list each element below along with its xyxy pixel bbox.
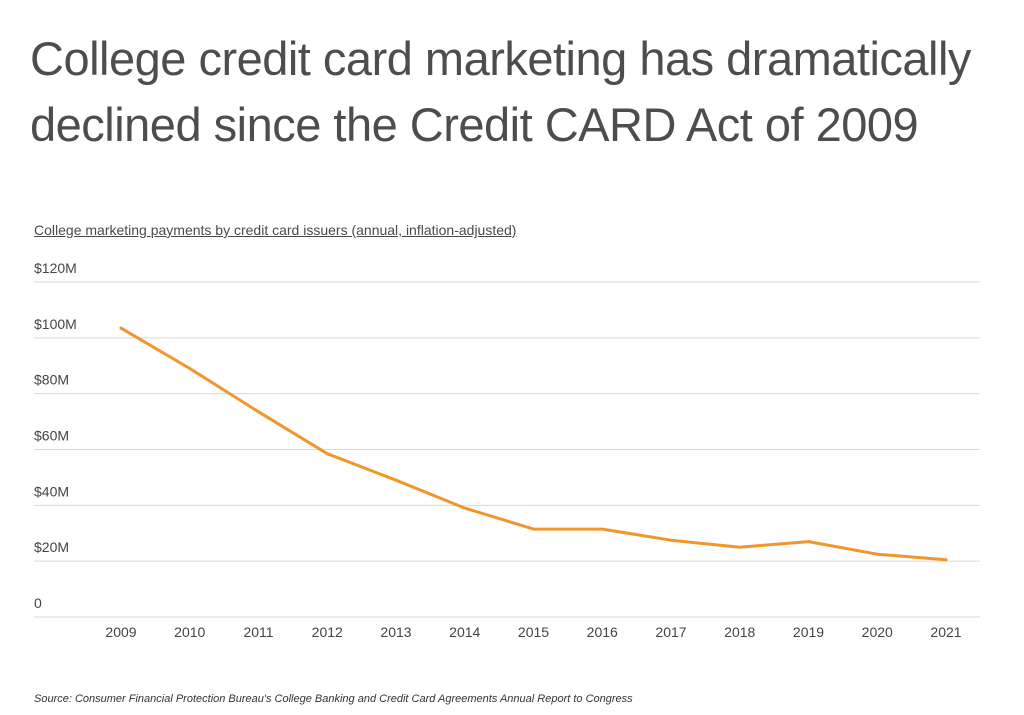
data-point [807,540,810,544]
x-tick-label: 2017 [655,624,686,640]
y-tick-label: 0 [34,595,42,611]
data-point [463,506,467,510]
x-tick-label: 2015 [518,624,549,640]
data-point [600,527,604,531]
y-tick-label: $80M [34,372,69,388]
series-layer [119,326,948,562]
y-tick-label: $100M [34,316,77,332]
x-tick-label: 2014 [449,624,480,640]
x-axis-labels: 2009 2010 2011 2012 2013 2014 2015 2016 2017 2018… [105,624,961,640]
x-tick-label: 2009 [105,624,136,640]
line-chart: 0 $20M $40M $60M $80M $100M $120M 2009 2010 2011… [34,260,980,640]
y-tick-label: $40M [34,483,69,499]
x-tick-label: 2021 [930,624,961,640]
x-tick-label: 2020 [862,624,893,640]
data-point [394,478,398,482]
data-point [257,410,260,414]
x-tick-label: 2011 [243,624,273,640]
y-tick-label: $60M [34,428,69,444]
x-tick-label: 2010 [174,624,205,640]
data-point [669,538,673,542]
x-tick-label: 2016 [587,624,618,640]
data-point [738,545,742,549]
x-tick-label: 2012 [312,624,343,640]
data-point [188,367,192,371]
page-title: College credit card marketing has dramat… [30,26,1010,158]
y-axis-labels: 0 $20M $40M $60M $80M $100M $120M [34,260,77,611]
data-point [119,326,123,330]
source-note: Source: Consumer Financial Protection Bu… [34,693,633,705]
series-line [119,326,948,562]
y-tick-label: $20M [34,539,69,555]
data-point [944,558,948,562]
data-point [532,527,535,531]
data-point [325,452,329,456]
title-line-1: College credit card marketing has dramat… [30,32,971,85]
y-tick-label: $120M [34,260,77,276]
x-tick-label: 2019 [793,624,824,640]
grid-layer [34,281,980,618]
x-tick-label: 2018 [724,624,755,640]
title-line-2: declined since the Credit CARD Act of 20… [30,98,919,151]
x-tick-label: 2013 [380,624,411,640]
data-point [875,552,879,556]
chart-subtitle: College marketing payments by credit car… [34,222,517,238]
